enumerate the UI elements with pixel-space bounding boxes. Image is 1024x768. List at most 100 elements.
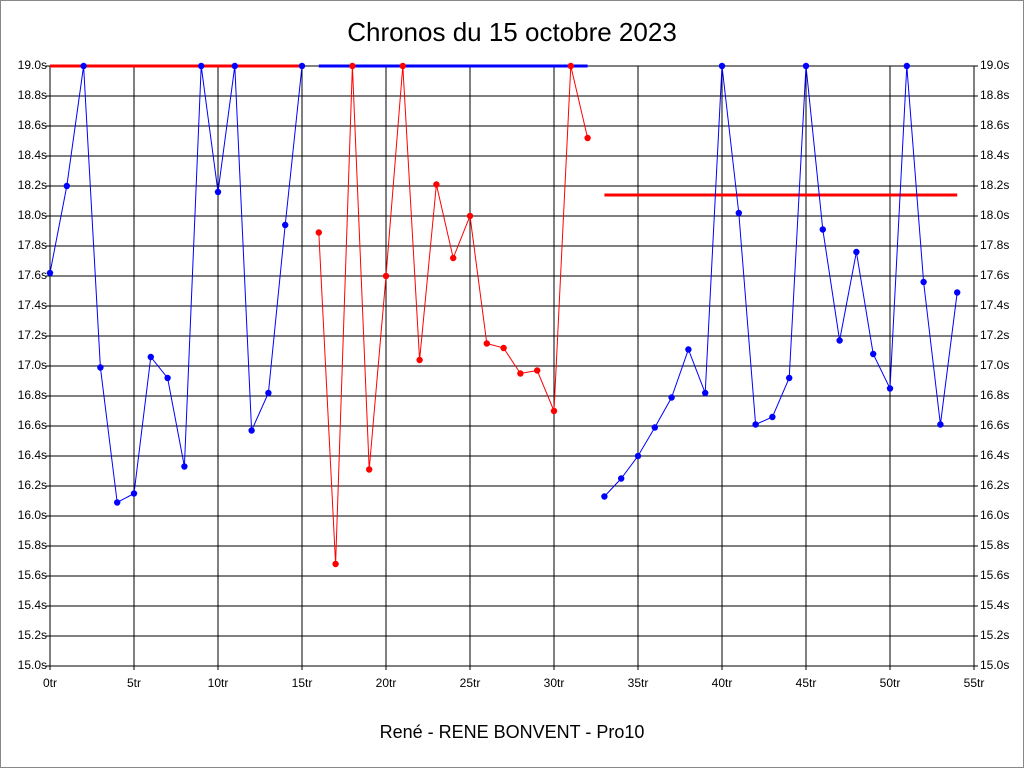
x-tick-label: 40tr <box>712 676 733 690</box>
data-point <box>198 62 205 70</box>
data-point <box>567 62 574 70</box>
data-point <box>685 346 692 353</box>
y-tick-label: 16.0s <box>18 508 47 522</box>
data-point <box>651 424 658 431</box>
y-tick-label: 17.2s <box>18 328 47 342</box>
y-tick-label: 15.2s <box>18 628 47 642</box>
data-point <box>164 374 171 382</box>
y2-tick-label: 17.6s <box>980 268 1009 282</box>
data-point <box>819 226 826 233</box>
x-tick-label: 35tr <box>628 676 649 690</box>
data-point <box>769 413 776 421</box>
x-tick-label: 10tr <box>208 676 229 690</box>
x-tick-label: 20tr <box>376 676 397 690</box>
x-tick-label: 15tr <box>292 676 313 690</box>
data-point <box>181 463 188 470</box>
y2-tick-label: 15.0s <box>980 658 1009 672</box>
y-tick-label: 18.8s <box>18 88 47 102</box>
series-line <box>49 65 303 504</box>
data-point <box>147 353 154 361</box>
x-tick-label: 5tr <box>127 676 141 690</box>
y-tick-label: 16.8s <box>18 388 47 402</box>
y-tick-label: 16.2s <box>18 478 47 492</box>
y-tick-label: 18.0s <box>18 208 47 222</box>
data-point <box>668 394 675 401</box>
y2-tick-label: 16.8s <box>980 388 1009 402</box>
y-tick-label: 17.6s <box>18 268 47 282</box>
y2-tick-label: 15.2s <box>980 628 1009 642</box>
data-point <box>382 272 390 280</box>
y2-tick-label: 18.0s <box>980 208 1009 222</box>
x-axis-label: René - RENE BONVENT - Pro10 <box>380 722 645 742</box>
data-point <box>920 278 927 286</box>
data-point <box>231 62 238 70</box>
x-tick-label: 30tr <box>544 676 565 690</box>
series-line <box>604 65 958 497</box>
data-point <box>214 188 222 196</box>
data-point <box>601 493 608 500</box>
y2-tick-label: 17.2s <box>980 328 1009 342</box>
data-point <box>63 182 70 190</box>
y2-tick-label: 17.8s <box>980 238 1009 252</box>
y-tick-label: 15.4s <box>18 598 47 612</box>
data-point <box>937 421 944 428</box>
y2-tick-label: 15.4s <box>980 598 1009 612</box>
data-point <box>114 499 121 506</box>
y2-tick-label: 15.6s <box>980 568 1009 582</box>
y-tick-label: 15.0s <box>18 658 47 672</box>
y2-tick-label: 18.6s <box>980 118 1009 132</box>
data-point <box>500 344 507 352</box>
chart-title: Chronos du 15 octobre 2023 <box>347 17 677 47</box>
data-point <box>450 254 457 262</box>
y2-tick-label: 16.6s <box>980 418 1009 432</box>
data-point <box>886 385 894 392</box>
data-point <box>130 490 138 497</box>
data-point <box>433 181 440 188</box>
data-point <box>903 62 910 70</box>
y-tick-label: 17.0s <box>18 358 47 372</box>
y-tick-label: 15.6s <box>18 568 47 582</box>
data-point <box>802 62 810 70</box>
x-tick-label: 0tr <box>43 676 57 690</box>
y-tick-label: 15.8s <box>18 538 47 552</box>
data-point <box>483 340 490 347</box>
data-point <box>618 475 625 482</box>
y-tick-label: 17.4s <box>18 298 47 312</box>
y2-tick-label: 16.0s <box>980 508 1009 522</box>
data-point <box>584 134 591 142</box>
data-point <box>265 389 272 397</box>
data-point <box>735 209 742 217</box>
x-tick-label: 50tr <box>880 676 901 690</box>
y2-tick-label: 18.4s <box>980 148 1009 162</box>
data-point <box>298 62 306 70</box>
data-point <box>836 337 843 344</box>
data-point <box>366 466 373 473</box>
data-point <box>634 452 642 460</box>
y2-tick-label: 18.8s <box>980 88 1009 102</box>
data-point <box>752 421 759 428</box>
y-tick-label: 18.6s <box>18 118 47 132</box>
data-point <box>46 269 54 277</box>
data-point <box>534 367 541 374</box>
x-tick-label: 55tr <box>964 676 985 690</box>
y-tick-label: 18.2s <box>18 178 47 192</box>
y2-tick-label: 16.4s <box>980 448 1009 462</box>
data-point <box>718 62 726 70</box>
y-tick-label: 19.0s <box>18 58 47 72</box>
y2-tick-label: 19.0s <box>980 58 1009 72</box>
y2-tick-label: 18.2s <box>980 178 1009 192</box>
y2-tick-label: 15.8s <box>980 538 1009 552</box>
data-point <box>517 370 524 377</box>
data-point <box>550 407 558 415</box>
data-point <box>80 62 87 70</box>
data-point <box>853 248 860 256</box>
x-tick-label: 45tr <box>796 676 817 690</box>
y-tick-label: 16.6s <box>18 418 47 432</box>
data-point <box>786 374 793 382</box>
y2-tick-label: 17.4s <box>980 298 1009 312</box>
data-point <box>870 350 877 358</box>
y-tick-label: 16.4s <box>18 448 47 462</box>
